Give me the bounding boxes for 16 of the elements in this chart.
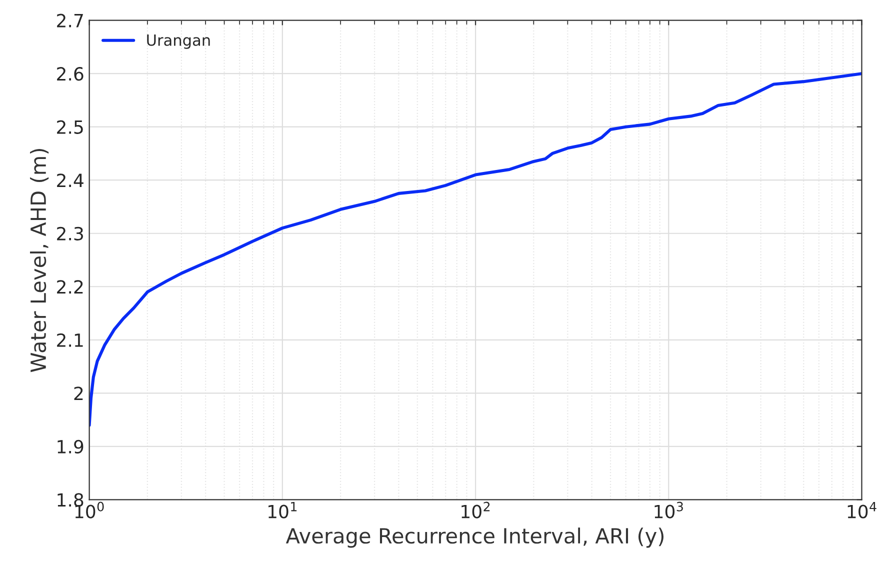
x-tick-label: 10$^{4}$ (848, 502, 876, 518)
y-axis-title: Water Level, AHD (m) (30, 148, 49, 372)
y-tick-label: 2.7 (57, 14, 83, 28)
y-tick-label: 2.5 (57, 120, 83, 134)
x-axis-title: Average Recurrence Interval, ARI (y) (286, 528, 664, 548)
y-tick-label: 2.1 (57, 333, 83, 347)
legend-label: Urangan (147, 34, 210, 49)
y-tick-label: 2.4 (57, 174, 84, 187)
x-tick-label: 10$^{1}$ (268, 502, 297, 518)
y-tick-label: 2.6 (57, 67, 84, 81)
x-tick-label: 10$^{2}$ (462, 502, 490, 518)
y-tick-label: 2.3 (57, 226, 83, 240)
y-tick-label: 2.2 (57, 280, 83, 294)
y-tick-label: 1.9 (58, 440, 84, 454)
y-tick-label: 2 (74, 386, 83, 400)
x-tick-label: 10$^{3}$ (654, 502, 683, 518)
